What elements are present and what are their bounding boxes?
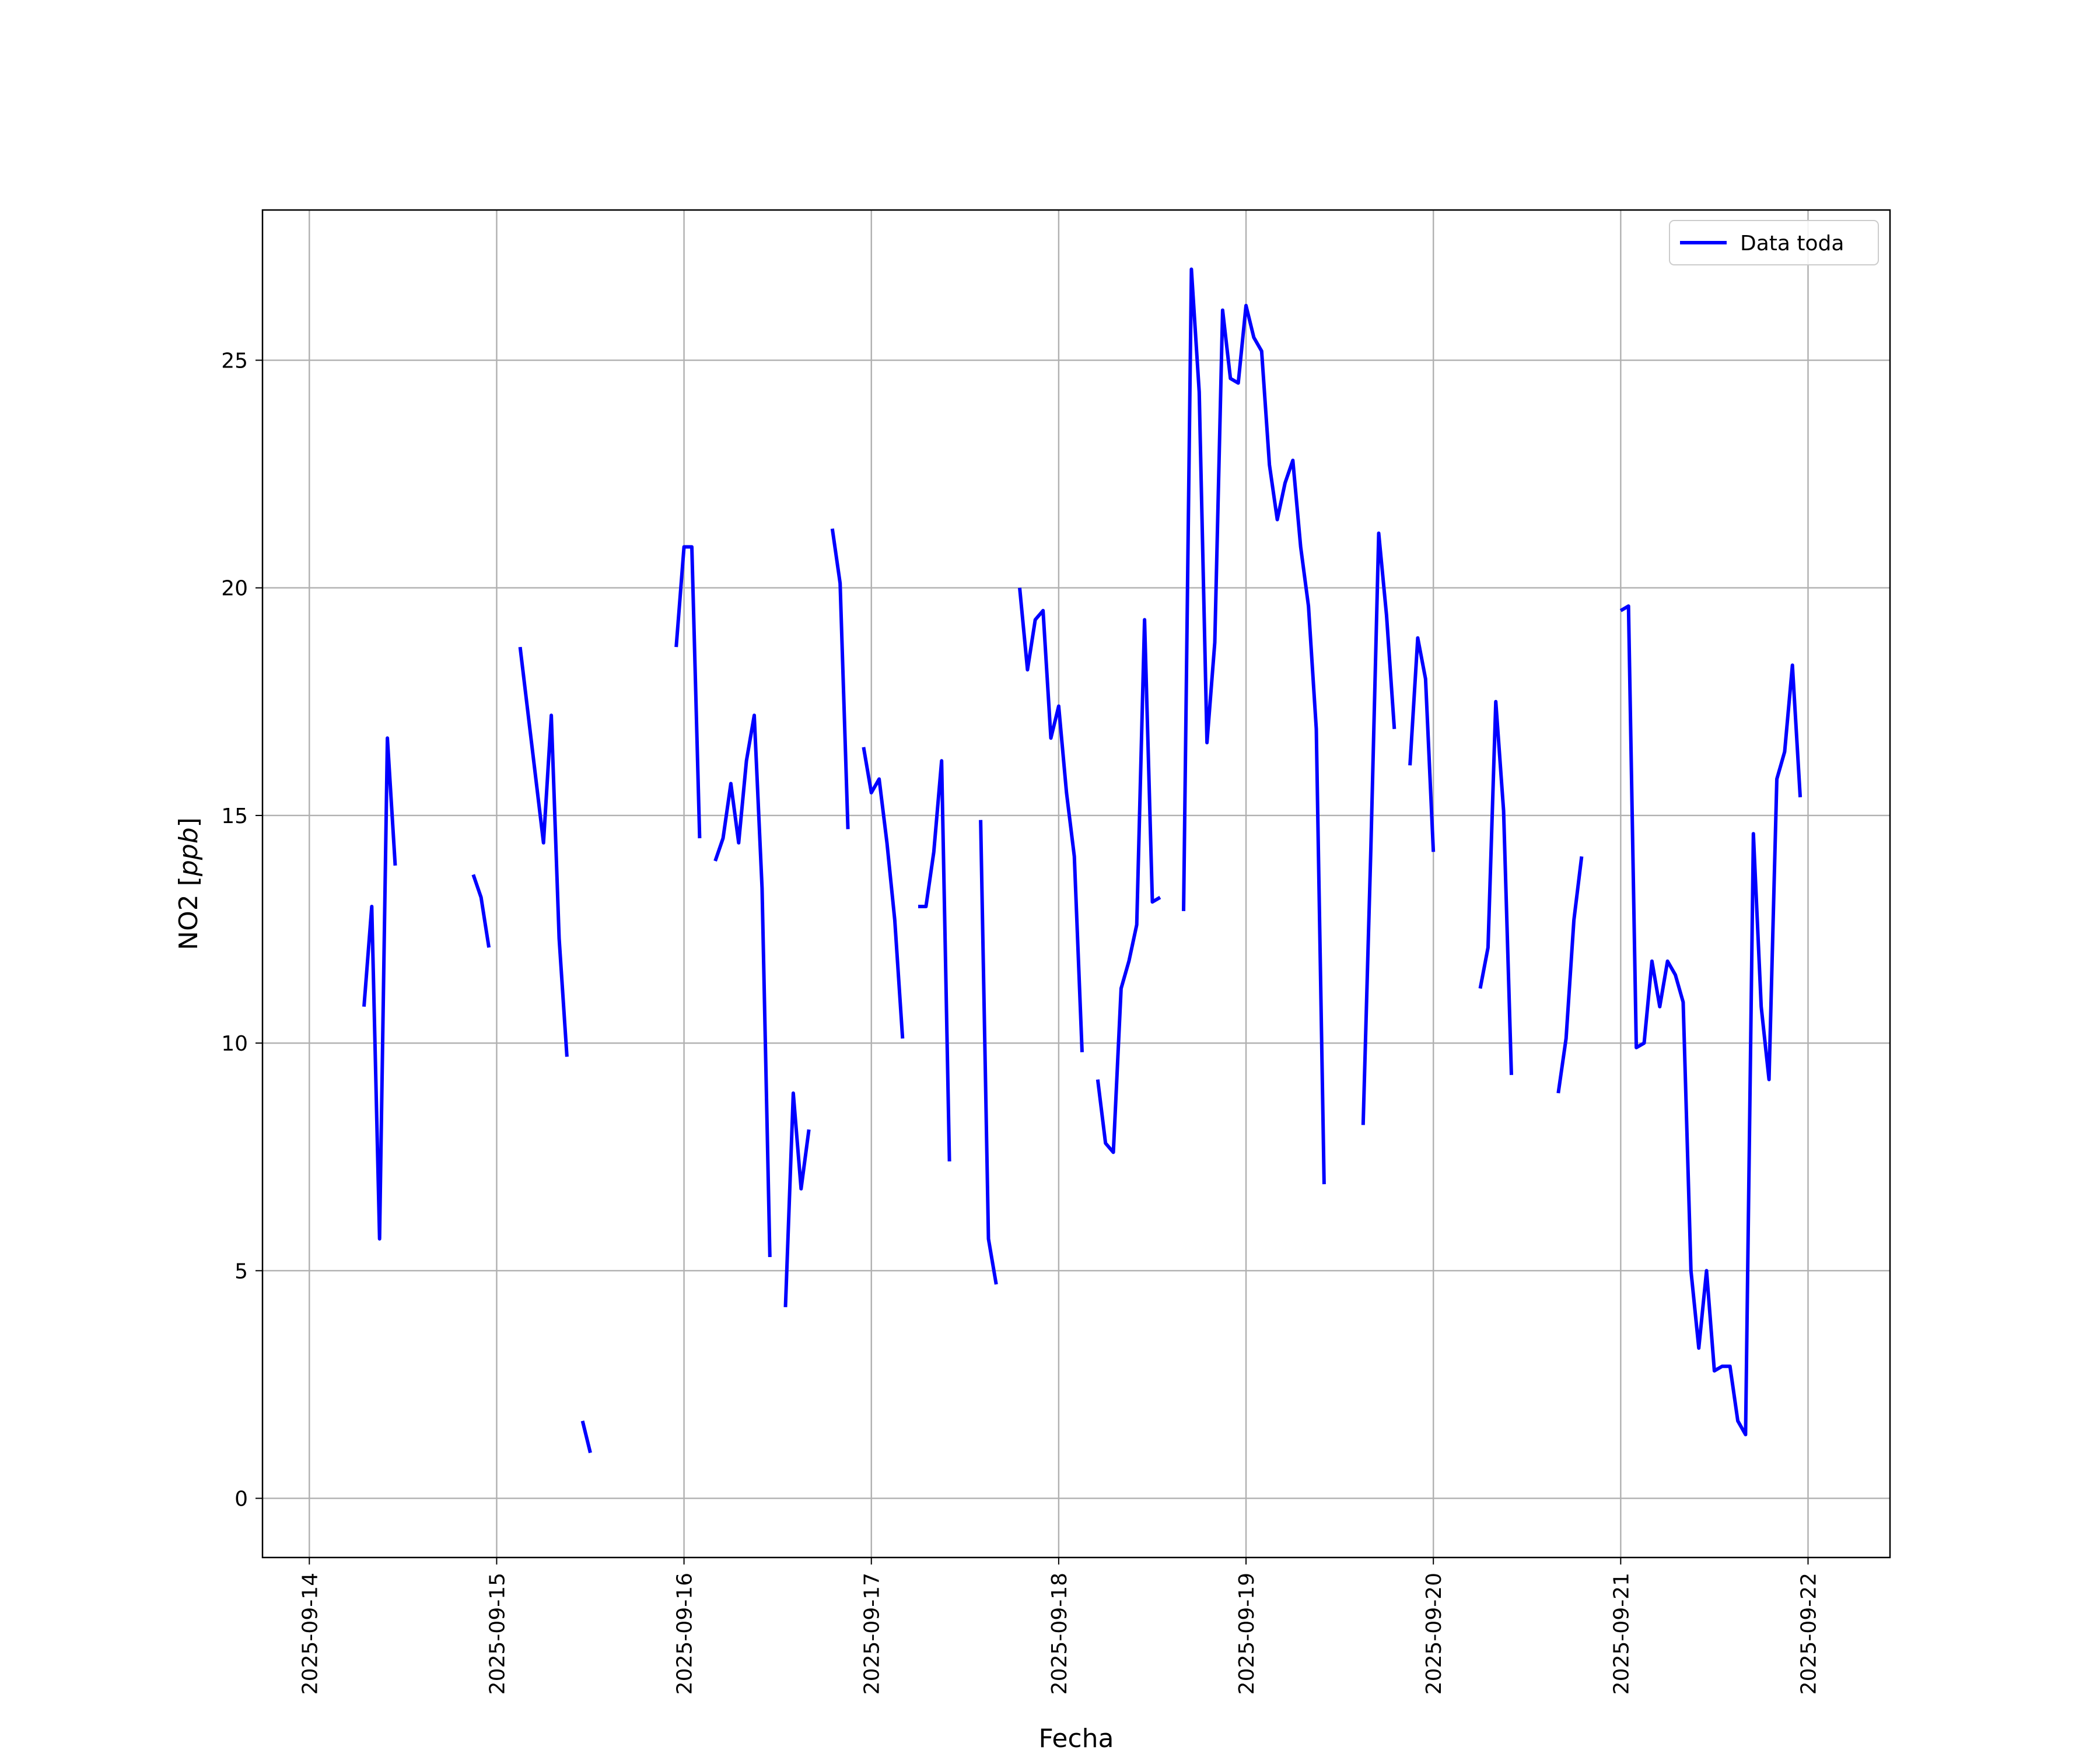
x-tick-label: 2025-09-20 xyxy=(1422,1573,1446,1695)
series-line-segment xyxy=(1556,856,1584,1094)
x-axis-title: Fecha xyxy=(1038,1724,1114,1750)
series-line-segment xyxy=(830,528,850,830)
series-line-segment xyxy=(918,759,951,1162)
series-line-segment xyxy=(1408,636,1436,852)
series-line-segment xyxy=(713,713,772,1257)
y-tick-label: 20 xyxy=(221,577,248,601)
y-tick-label: 5 xyxy=(235,1259,248,1283)
series-line-segment xyxy=(580,1420,592,1454)
legend: Data toda xyxy=(1669,220,1879,265)
series-line-segment xyxy=(1478,699,1513,1075)
y-tick-label: 25 xyxy=(221,349,248,373)
grid-layer xyxy=(262,210,1890,1558)
series-line-segment xyxy=(979,820,998,1285)
y-tick-label: 15 xyxy=(221,804,248,828)
plot-frame xyxy=(261,209,1891,1559)
x-tick-label: 2025-09-19 xyxy=(1235,1573,1259,1695)
series-line-segment xyxy=(362,736,397,1241)
x-tick-label: 2025-09-22 xyxy=(1797,1573,1821,1695)
series-line-segment xyxy=(471,874,491,948)
y-axis-title: NO2 [ppb] xyxy=(174,817,204,950)
series-line-segment xyxy=(1361,531,1396,1125)
series-line-segment xyxy=(1182,267,1326,1185)
y-tick-label: 10 xyxy=(221,1032,248,1056)
series-line-segment xyxy=(1619,604,1803,1437)
series-line-segment xyxy=(862,747,905,1039)
y-axis-title-close: ] xyxy=(174,817,204,827)
x-tick-label: 2025-09-16 xyxy=(673,1573,697,1695)
x-tick-label: 2025-09-18 xyxy=(1048,1573,1072,1695)
x-tick-label: 2025-09-14 xyxy=(298,1573,322,1695)
tick-layer: 2025-09-14 2025-09-15 2025-09-16 2025-09-17… xyxy=(221,349,1821,1695)
y-tick-label: 0 xyxy=(235,1488,248,1511)
series-line-segment xyxy=(518,646,569,1057)
legend-label-data-toda: Data toda xyxy=(1740,232,1844,256)
series-line-segment xyxy=(783,1091,811,1307)
y-axis-title-unit: ppb xyxy=(174,827,204,877)
x-tick-label: 2025-09-15 xyxy=(485,1573,509,1695)
legend-box xyxy=(1669,220,1879,265)
y-axis-title-main: NO2 [ xyxy=(174,876,204,950)
x-tick-label: 2025-09-21 xyxy=(1609,1573,1633,1695)
series-line-segment xyxy=(674,545,702,839)
x-tick-label: 2025-09-17 xyxy=(860,1573,884,1695)
series-layer xyxy=(362,267,1803,1454)
series-line-segment xyxy=(1096,618,1161,1154)
series-line-segment xyxy=(1018,587,1084,1052)
